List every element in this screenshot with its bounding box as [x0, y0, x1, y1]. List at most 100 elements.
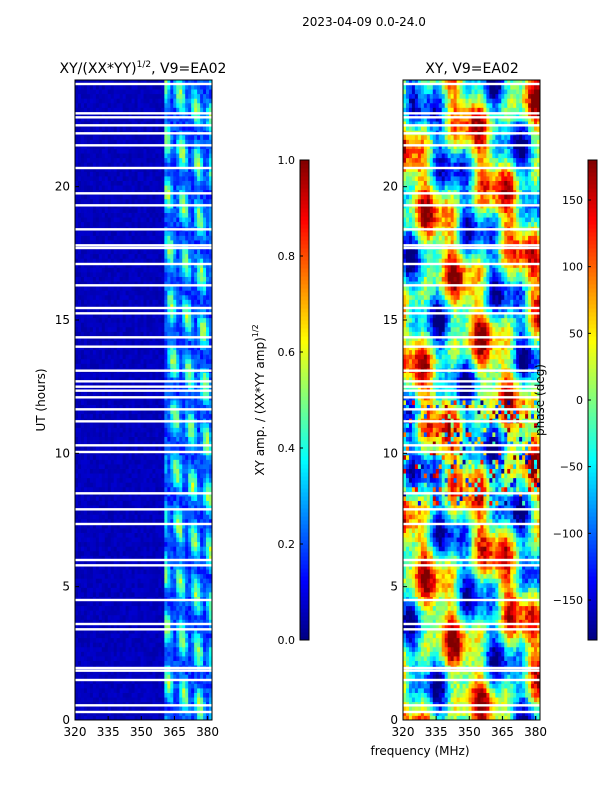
- amplitude-heatmap-cell: [143, 555, 147, 561]
- amplitude-heatmap-cell: [182, 322, 186, 328]
- amplitude-heatmap-cell: [116, 514, 121, 520]
- amplitude-heatmap-cell: [95, 624, 100, 629]
- amplitude-heatmap-cell: [140, 473, 144, 479]
- amplitude-heatmap-cell: [80, 272, 85, 277]
- amplitude-heatmap-cell: [80, 706, 85, 712]
- amplitude-heatmap-cell: [128, 468, 132, 474]
- amplitude-heatmap-cell: [164, 322, 168, 328]
- amplitude-heatmap-cell: [158, 582, 162, 588]
- amplitude-heatmap-cell: [122, 441, 127, 447]
- amplitude-heatmap-cell: [206, 550, 210, 556]
- amplitude-heatmap-cell: [158, 400, 162, 405]
- amplitude-heatmap-cell: [98, 390, 103, 396]
- amplitude-heatmap-cell: [176, 294, 180, 300]
- amplitude-heatmap-cell: [203, 454, 207, 460]
- amplitude-heatmap-cell: [116, 573, 121, 579]
- amplitude-heatmap-cell: [116, 619, 121, 625]
- amplitude-heatmap-cell: [158, 715, 162, 721]
- amplitude-heatmap-cell: [167, 610, 171, 616]
- amplitude-heatmap-cell: [89, 372, 94, 378]
- amplitude-heatmap-cell: [98, 468, 103, 474]
- amplitude-heatmap-cell: [137, 331, 141, 337]
- amplitude-heatmap-cell: [75, 281, 79, 287]
- amplitude-heatmap-cell: [86, 528, 91, 533]
- amplitude-heatmap-cell: [197, 404, 201, 410]
- amplitude-heatmap-cell: [119, 496, 124, 501]
- amplitude-heatmap-cell: [137, 235, 141, 241]
- amplitude-heatmap-cell: [77, 294, 82, 300]
- amplitude-heatmap-cell: [173, 509, 177, 515]
- amplitude-heatmap-cell: [95, 354, 100, 360]
- amplitude-heatmap-cell: [188, 432, 192, 437]
- amplitude-heatmap-cell: [182, 514, 186, 520]
- amplitude-heatmap-cell: [95, 381, 100, 387]
- amplitude-heatmap-cell: [98, 267, 103, 273]
- amplitude-heatmap-cell: [113, 637, 118, 643]
- amplitude-heatmap-cell: [200, 331, 204, 337]
- amplitude-heatmap-cell: [119, 432, 124, 437]
- amplitude-heatmap-cell: [134, 313, 138, 319]
- amplitude-heatmap-cell: [155, 546, 159, 552]
- amplitude-heatmap-cell: [134, 560, 138, 565]
- amplitude-heatmap-cell: [206, 486, 210, 492]
- amplitude-heatmap-cell: [188, 582, 192, 588]
- amplitude-heatmap-cell: [161, 601, 165, 607]
- amplitude-heatmap-cell: [125, 715, 130, 721]
- amplitude-heatmap-cell: [191, 715, 195, 721]
- amplitude-heatmap-cell: [197, 432, 201, 437]
- amplitude-heatmap-cell: [110, 674, 115, 680]
- amplitude-heatmap-cell: [179, 560, 183, 565]
- amplitude-heatmap-cell: [116, 715, 121, 721]
- amplitude-heatmap-cell: [104, 262, 109, 268]
- amplitude-heatmap-cell: [164, 349, 168, 355]
- amplitude-heatmap-cell: [119, 692, 124, 698]
- amplitude-heatmap-cell: [143, 619, 147, 625]
- amplitude-heatmap-cell: [95, 628, 100, 634]
- amplitude-heatmap-cell: [116, 240, 121, 245]
- amplitude-heatmap-cell: [101, 317, 106, 323]
- amplitude-heatmap-cell: [86, 326, 91, 332]
- amplitude-heatmap-cell: [116, 386, 121, 392]
- amplitude-heatmap-cell: [83, 221, 88, 227]
- amplitude-heatmap-cell: [170, 436, 174, 442]
- amplitude-heatmap-cell: [101, 619, 106, 625]
- amplitude-heatmap-cell: [209, 331, 213, 337]
- amplitude-heatmap-cell: [95, 317, 100, 323]
- amplitude-heatmap-cell: [164, 473, 168, 479]
- amplitude-heatmap-cell: [158, 546, 162, 552]
- amplitude-heatmap-cell: [179, 578, 183, 584]
- amplitude-heatmap-cell: [137, 377, 141, 383]
- amplitude-heatmap-cell: [107, 400, 112, 405]
- amplitude-heatmap-cell: [149, 532, 153, 538]
- amplitude-heatmap-cell: [206, 317, 210, 323]
- amplitude-heatmap-cell: [173, 614, 177, 620]
- amplitude-heatmap-cell: [134, 546, 138, 552]
- amplitude-heatmap-cell: [206, 692, 210, 698]
- amplitude-heatmap-cell: [143, 706, 147, 712]
- amplitude-heatmap-cell: [191, 272, 195, 277]
- amplitude-heatmap-cell: [80, 486, 85, 492]
- amplitude-heatmap-cell: [113, 322, 118, 328]
- amplitude-heatmap-cell: [131, 454, 135, 460]
- amplitude-heatmap-cell: [200, 253, 204, 259]
- amplitude-heatmap-cell: [209, 326, 213, 332]
- amplitude-heatmap-cell: [113, 624, 118, 629]
- amplitude-heatmap-cell: [116, 500, 121, 506]
- amplitude-heatmap-cell: [209, 569, 213, 575]
- amplitude-heatmap-cell: [140, 377, 144, 383]
- amplitude-heatmap-cell: [179, 349, 183, 355]
- amplitude-heatmap-cell: [155, 445, 159, 451]
- amplitude-heatmap-cell: [137, 258, 141, 264]
- amplitude-heatmap-cell: [131, 400, 135, 405]
- amplitude-heatmap-cell: [128, 624, 132, 629]
- amplitude-heatmap-cell: [188, 390, 192, 396]
- amplitude-heatmap-cell: [137, 669, 141, 675]
- amplitude-heatmap-cell: [95, 326, 100, 332]
- amplitude-heatmap-cell: [110, 642, 115, 648]
- amplitude-heatmap-cell: [122, 628, 127, 634]
- amplitude-heatmap-cell: [167, 377, 171, 383]
- amplitude-heatmap-cell: [155, 592, 159, 597]
- amplitude-heatmap-cell: [146, 386, 150, 392]
- amplitude-heatmap-cell: [104, 569, 109, 575]
- amplitude-heatmap-cell: [194, 285, 198, 291]
